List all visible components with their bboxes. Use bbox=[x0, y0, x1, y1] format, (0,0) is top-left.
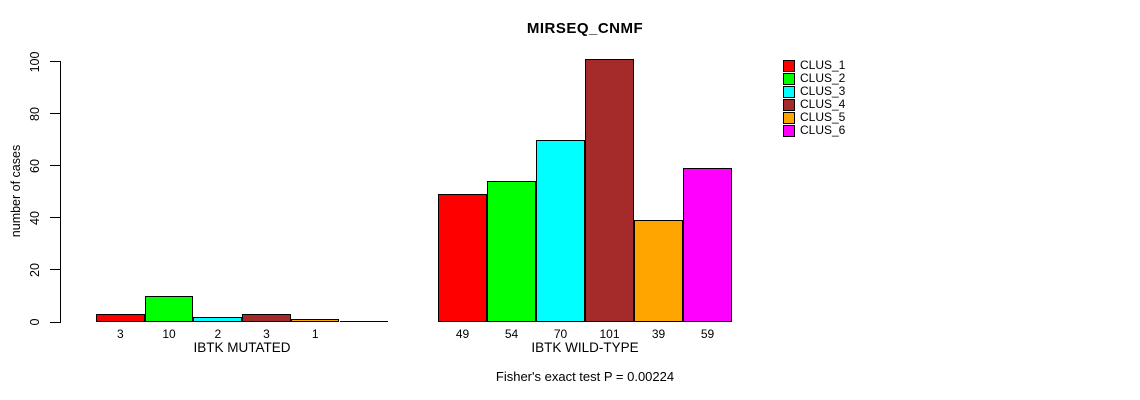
y-tick-label: 0 bbox=[28, 318, 42, 326]
legend-item: CLUS_1 bbox=[783, 59, 845, 72]
bar-value-label: 2 bbox=[214, 327, 222, 341]
group-label-ibtk-mutated: IBTK MUTATED bbox=[193, 340, 291, 355]
fisher-test-annotation: Fisher's exact test P = 0.00224 bbox=[495, 369, 675, 384]
y-tick bbox=[50, 269, 60, 271]
legend-label: CLUS_3 bbox=[800, 84, 846, 98]
legend-label: CLUS_5 bbox=[800, 110, 846, 124]
bar-clus-6-mutated bbox=[339, 321, 389, 322]
bar-clus-2-mutated bbox=[144, 296, 194, 322]
bar-value-label: 70 bbox=[553, 327, 568, 341]
bar-clus-2-wild-type bbox=[487, 181, 536, 322]
y-tick bbox=[50, 113, 60, 115]
bar-clus-3-wild-type bbox=[536, 140, 585, 322]
legend-item: CLUS_2 bbox=[783, 72, 845, 85]
legend-item: CLUS_3 bbox=[783, 85, 845, 98]
bar-clus-6-wild-type bbox=[683, 168, 732, 322]
legend-swatch bbox=[783, 59, 795, 72]
bar-value-label: 54 bbox=[504, 327, 519, 341]
y-tick bbox=[50, 165, 60, 167]
legend-label: CLUS_4 bbox=[800, 97, 846, 111]
bar-value-label: 39 bbox=[651, 327, 666, 341]
legend-label: CLUS_6 bbox=[800, 123, 846, 137]
y-tick bbox=[50, 61, 60, 62]
y-tick-label: 40 bbox=[28, 210, 42, 225]
bar-value-label: 3 bbox=[116, 327, 124, 341]
legend-item: CLUS_5 bbox=[783, 111, 845, 124]
bar-value-label: 1 bbox=[311, 327, 319, 341]
legend-swatch bbox=[783, 72, 795, 85]
y-tick-label: 20 bbox=[28, 262, 42, 277]
legend-swatch bbox=[783, 111, 795, 124]
bar-clus-5-wild-type bbox=[634, 220, 683, 322]
bar-clus-5-mutated bbox=[290, 319, 340, 322]
legend-label: CLUS_2 bbox=[800, 71, 846, 85]
bar-clus-4-wild-type bbox=[585, 59, 634, 322]
legend-swatch bbox=[783, 124, 795, 137]
bar-value-label: 59 bbox=[700, 327, 715, 341]
legend-item: CLUS_6 bbox=[783, 124, 845, 137]
bar-value-label: 101 bbox=[599, 327, 620, 341]
y-axis-line bbox=[60, 61, 61, 323]
y-tick bbox=[50, 321, 60, 323]
bar-clus-1-mutated bbox=[96, 314, 145, 322]
bar-clus-4-mutated bbox=[242, 314, 291, 322]
group-label-ibtk-wild-type: IBTK WILD-TYPE bbox=[531, 340, 639, 355]
legend-label: CLUS_1 bbox=[800, 58, 846, 72]
bar-value-label: 49 bbox=[455, 327, 470, 341]
y-tick-label: 80 bbox=[28, 106, 42, 121]
legend-item: CLUS_4 bbox=[783, 98, 845, 111]
bar-clus-1-wild-type bbox=[438, 194, 487, 322]
bar-value-label: 3 bbox=[263, 327, 270, 341]
bar-clus-3-mutated bbox=[193, 317, 243, 322]
legend-swatch bbox=[783, 98, 795, 111]
bar-value-label: 10 bbox=[162, 327, 176, 341]
y-tick-label: 100 bbox=[28, 51, 42, 72]
legend: CLUS_1 CLUS_2 CLUS_3 CLUS_4 CLUS_5 CLUS_6 bbox=[783, 59, 845, 137]
y-axis-label: number of cases bbox=[9, 144, 23, 238]
y-tick bbox=[50, 217, 60, 219]
chart-title: MIRSEQ_CNMF bbox=[526, 20, 644, 37]
y-tick-label: 60 bbox=[28, 158, 42, 173]
legend-swatch bbox=[783, 85, 795, 98]
